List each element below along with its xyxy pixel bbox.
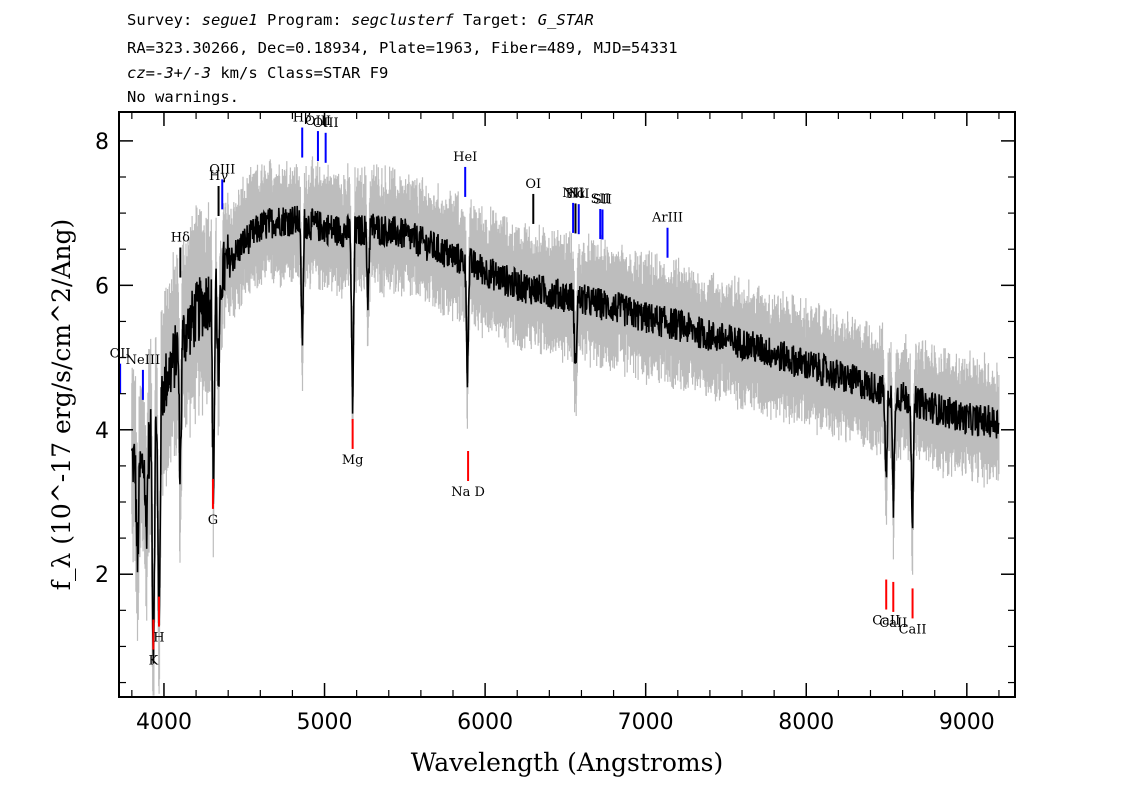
ticks-layer: 4000 5000 6000 7000 8000 9000 2 4 6 8	[95, 112, 1015, 735]
line-label-5: Hβ	[293, 111, 312, 126]
line-label-10: NII	[562, 186, 584, 201]
line-label-23: CaII	[899, 622, 927, 637]
y-tick-label-3: 8	[95, 130, 109, 155]
line-label-9: OI	[525, 177, 541, 192]
flux-layer	[131, 205, 1000, 664]
line-label-1: NeIII	[126, 353, 160, 368]
line-label-22: CaII	[879, 616, 907, 631]
line-label-15: ArIII	[651, 211, 683, 226]
cz-eq: =	[145, 64, 156, 82]
line-label-4: OIII	[209, 162, 235, 177]
header-line-1: Survey: segue1 Program: segclusterf Targ…	[127, 10, 594, 30]
program-label: Program:	[267, 11, 342, 29]
x-tick-label-3: 7000	[618, 710, 674, 735]
line-label-3: Hγ	[209, 169, 228, 184]
line-label-8: HeI	[453, 150, 477, 165]
line-label-11: Hα	[565, 186, 585, 201]
target-label: Target:	[463, 11, 529, 29]
line-label-13: SII	[591, 192, 610, 207]
line-label-17: H	[153, 631, 164, 646]
header-line-3: cz=-3+/-3 km/s Class=STAR F9	[127, 63, 388, 83]
x-tick-label-5: 9000	[939, 710, 995, 735]
line-label-18: G	[208, 513, 218, 528]
line-label-2: Hδ	[171, 231, 190, 246]
line-label-21: CaII	[872, 614, 900, 629]
x-tick-label-2: 6000	[457, 710, 513, 735]
x-tick-label-0: 4000	[136, 710, 192, 735]
line-label-20: Na D	[451, 485, 485, 500]
plot-frame	[118, 111, 1016, 698]
line-label-7: OIII	[313, 116, 339, 131]
cz-label: cz	[127, 64, 146, 82]
line-label-19: Mg	[342, 453, 364, 468]
y-tick-label-0: 2	[95, 563, 109, 588]
target-value: G_STAR	[537, 11, 594, 29]
line-label-14: SII	[593, 193, 612, 208]
cz-units-class: km/s Class=STAR F9	[211, 64, 389, 82]
flux-series	[131, 205, 1000, 664]
cz-value: -3+/-3	[155, 64, 212, 82]
y-tick-label-2: 6	[95, 274, 109, 299]
x-axis-label: Wavelength (Angstroms)	[411, 748, 723, 777]
line-label-16: K	[149, 654, 159, 669]
header-line-4: No warnings.	[127, 88, 239, 106]
x-tick-label-4: 8000	[778, 710, 834, 735]
survey-label: Survey:	[127, 11, 193, 29]
x-tick-label-1: 5000	[297, 710, 353, 735]
survey-value: segue1	[201, 11, 258, 29]
y-tick-label-1: 4	[95, 419, 109, 444]
y-axis-label: f_λ (10^-17 erg/s/cm^2/Ang)	[47, 219, 76, 591]
program-value: segclusterf	[351, 11, 454, 29]
line-label-12: NII	[568, 187, 590, 202]
header-line-2: RA=323.30266, Dec=0.18934, Plate=1963, F…	[127, 39, 678, 57]
